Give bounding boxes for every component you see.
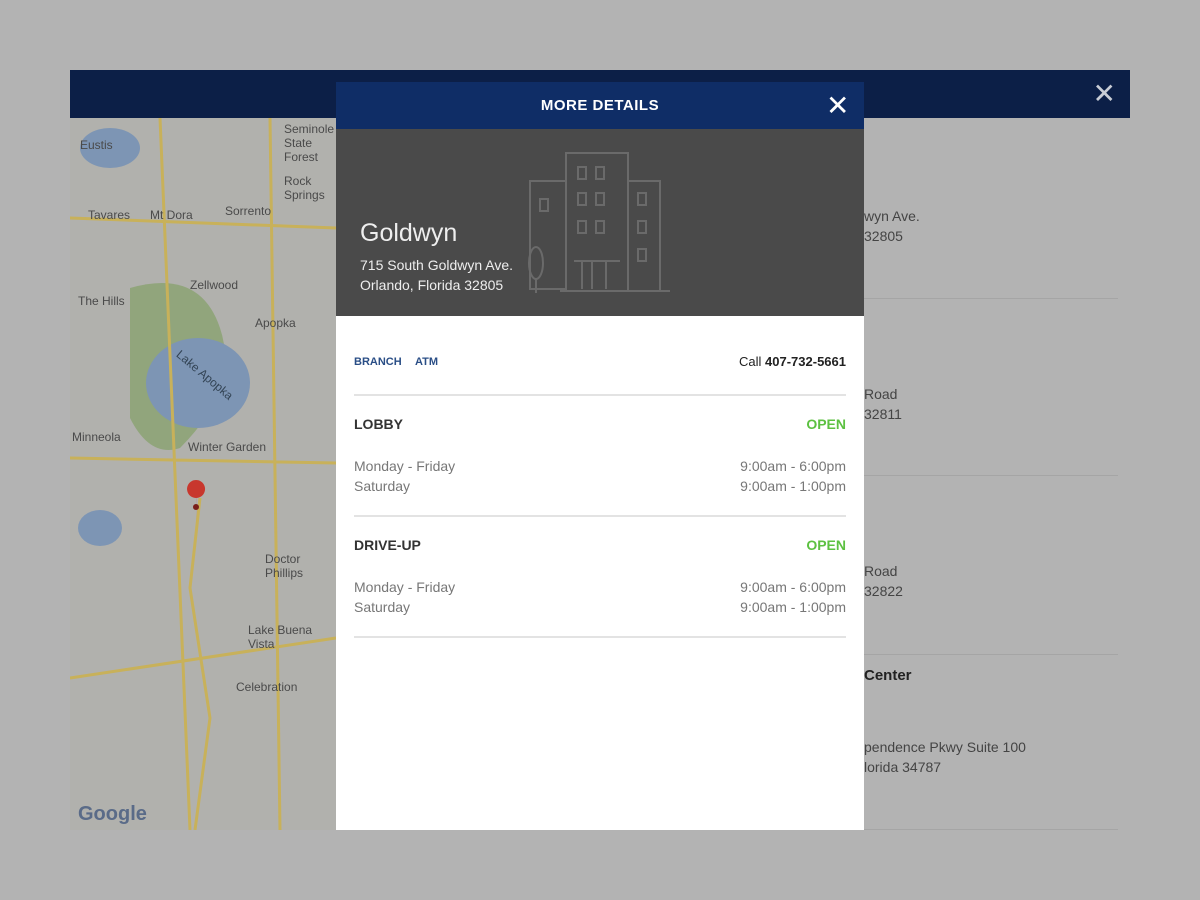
modal-header: MORE DETAILS ✕ xyxy=(336,82,864,129)
service-tabs: BRANCH ATM Call 407-732-5661 xyxy=(354,316,846,396)
map-label: The Hills xyxy=(78,294,125,308)
map-label: Rock Springs xyxy=(284,174,325,202)
address-line-1: 715 South Goldwyn Ave. xyxy=(360,257,514,273)
close-icon[interactable]: ✕ xyxy=(826,90,850,121)
map-label: Winter Garden xyxy=(188,440,267,454)
location-title: Center xyxy=(864,667,912,684)
address-line: wyn Ave. xyxy=(864,208,920,224)
location-name: Goldwyn xyxy=(360,219,458,247)
status-badge: OPEN xyxy=(806,416,846,432)
map-label: Doctor Phillips xyxy=(265,552,304,580)
map-label: Lake Buena Vista xyxy=(248,623,313,651)
days: Saturday xyxy=(354,599,411,615)
location-list: wyn Ave. 32805 Road 32811 Road 32822 Cen… xyxy=(864,118,1130,830)
modal-title: MORE DETAILS xyxy=(540,97,660,114)
map-label: Mt Dora xyxy=(150,208,193,222)
section-title: DRIVE-UP xyxy=(354,537,421,553)
location-address: 715 South Goldwyn Ave. Orlando, Florida … xyxy=(360,255,513,295)
building-icon xyxy=(528,152,670,293)
list-item[interactable]: wyn Ave. 32805 xyxy=(864,118,1118,299)
map-label: Celebration xyxy=(236,680,298,694)
time: 9:00am - 1:00pm xyxy=(740,599,846,615)
status-badge: OPEN xyxy=(806,537,846,553)
map-label: Sorrento xyxy=(225,204,272,218)
address-line-2: Orlando, Florida 32805 xyxy=(360,277,504,293)
map[interactable]: Eustis Tavares Mt Dora Sorrento Zellwood… xyxy=(70,118,336,830)
list-item[interactable]: Road 32811 xyxy=(864,299,1118,476)
days: Monday - Friday xyxy=(354,458,456,474)
call-label: Call xyxy=(739,354,762,369)
time: 9:00am - 6:00pm xyxy=(740,579,846,595)
map-background xyxy=(70,118,336,830)
address-line: 32811 xyxy=(864,406,902,422)
list-item[interactable]: Center pendence Pkwy Suite 100 lorida 34… xyxy=(864,655,1118,830)
lobby-hours: LOBBY OPEN Monday - Friday 9:00am - 6:00p… xyxy=(354,396,846,517)
section-title: LOBBY xyxy=(354,416,403,432)
time: 9:00am - 1:00pm xyxy=(740,478,846,494)
phone-number[interactable]: 407-732-5661 xyxy=(765,354,846,369)
address-line: 32805 xyxy=(864,228,903,244)
map-pin-icon xyxy=(187,480,206,524)
map-label: Zellwood xyxy=(190,278,239,292)
tab-branch[interactable]: BRANCH xyxy=(354,356,402,368)
days: Saturday xyxy=(354,478,411,494)
map-label: Eustis xyxy=(80,138,113,152)
close-icon[interactable]: ✕ xyxy=(1092,78,1116,109)
address-line: Road xyxy=(864,386,898,402)
more-details-modal: MORE DETAILS ✕ Goldwyn 715 South Goldwyn… xyxy=(336,82,864,830)
address-line: lorida 34787 xyxy=(864,759,942,775)
address-line: 32822 xyxy=(864,583,903,599)
call-link[interactable]: Call 407-732-5661 xyxy=(739,354,846,369)
map-label: Minneola xyxy=(72,430,121,444)
map-label: Apopka xyxy=(255,316,296,330)
days: Monday - Friday xyxy=(354,579,456,595)
address-line: pendence Pkwy Suite 100 xyxy=(864,739,1026,755)
time: 9:00am - 6:00pm xyxy=(740,458,846,474)
drive-up-hours: DRIVE-UP OPEN Monday - Friday 9:00am - 6:… xyxy=(354,517,846,638)
address-line: Road xyxy=(864,563,898,579)
list-item[interactable]: Road 32822 xyxy=(864,476,1118,655)
tab-atm[interactable]: ATM xyxy=(415,356,439,368)
location-hero: Goldwyn 715 South Goldwyn Ave. Orlando, … xyxy=(336,129,864,316)
lake-apopka xyxy=(146,338,250,428)
google-logo: Google xyxy=(78,803,147,825)
map-label: Seminole State Forest xyxy=(284,122,335,164)
map-label: Tavares xyxy=(88,208,131,222)
